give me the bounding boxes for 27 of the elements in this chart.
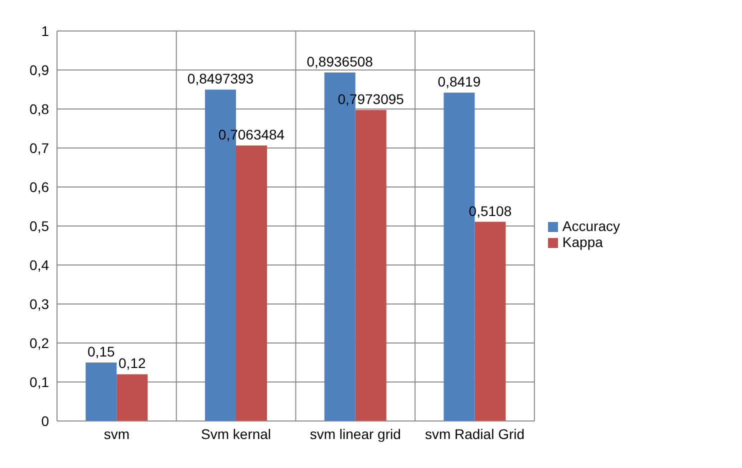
y-tick-label: 0: [41, 412, 50, 429]
y-tick-label: 0,4: [30, 256, 50, 273]
bar: [116, 374, 148, 421]
data-label: 0,12: [118, 355, 146, 372]
y-tick-label: 0,8: [30, 100, 50, 117]
x-tick-label: svm: [104, 426, 130, 442]
bar: [236, 146, 267, 421]
y-tick-label: 0,1: [30, 374, 50, 390]
x-tick-label: Svm kernal: [201, 426, 272, 442]
x-tick-label: svm Radial Grid: [424, 426, 525, 442]
y-tick-label: 0,5: [30, 218, 50, 234]
data-label: 0,8497393: [187, 70, 254, 87]
y-tick-label: 0,2: [30, 334, 50, 351]
y-tick-label: 0,3: [30, 296, 50, 312]
bar: [355, 110, 386, 421]
data-label: 0,8419: [438, 74, 481, 90]
data-label: 0,8936508: [306, 53, 374, 70]
x-tick-label: svm linear grid: [310, 426, 401, 442]
legend-label: Accuracy: [562, 218, 620, 234]
bar: [474, 222, 506, 421]
y-tick-label: 0,6: [30, 178, 50, 195]
bar: [86, 362, 117, 421]
legend-label: Kappa: [562, 234, 603, 250]
y-tick-label: 0,9: [30, 62, 50, 78]
y-tick-label: 1: [41, 22, 50, 39]
y-tick-label: 0,7: [30, 140, 50, 156]
data-label: 0,15: [88, 344, 115, 360]
